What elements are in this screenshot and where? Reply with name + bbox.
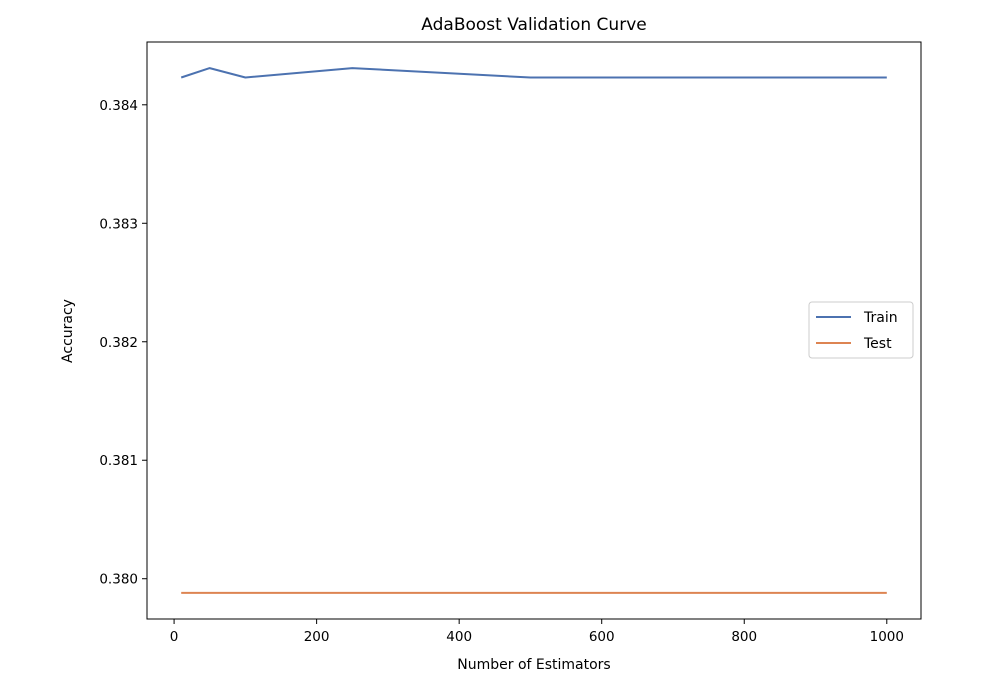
ticks-layer: 0 200 400 600 800 1000 0.380 0.381 0.382 0.383 0.3… [99,98,904,645]
x-tick-label: 600 [589,629,615,645]
x-tick-label: 200 [304,629,330,645]
series-line-train [180,67,887,79]
y-tick-label: 0.383 [99,216,138,232]
plot-frame [146,41,922,620]
y-tick-label: 0.381 [99,453,138,469]
y-axis-label: Accuracy [60,299,76,363]
x-tick-label: 1000 [870,629,904,645]
y-tick-label: 0.382 [99,335,138,351]
legend-label-train: Train [863,310,898,326]
x-tick-label: 0 [170,629,179,645]
legend: Train Test [808,301,914,359]
series-layer [180,67,887,594]
y-tick-label: 0.384 [99,98,138,114]
legend-label-test: Test [863,336,892,352]
x-tick-label: 400 [446,629,472,645]
x-tick-label: 800 [731,629,757,645]
x-axis-label: Number of Estimators [457,657,610,673]
y-tick-label: 0.380 [99,572,138,588]
chart-title: AdaBoost Validation Curve [421,15,646,35]
